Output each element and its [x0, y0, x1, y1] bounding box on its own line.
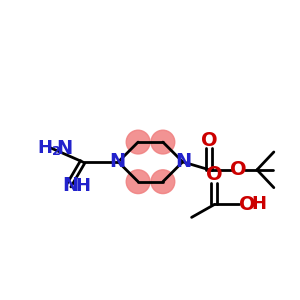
Circle shape — [151, 170, 175, 194]
Text: H: H — [251, 196, 266, 214]
Text: O: O — [230, 160, 247, 179]
Text: O: O — [239, 195, 255, 214]
Text: O: O — [206, 165, 223, 184]
Text: N: N — [57, 139, 73, 158]
Text: H: H — [75, 177, 90, 195]
Text: H: H — [38, 139, 52, 157]
Text: 2: 2 — [52, 146, 61, 158]
Text: N: N — [109, 152, 125, 171]
Circle shape — [151, 130, 175, 154]
Circle shape — [126, 130, 150, 154]
Text: O: O — [201, 130, 218, 150]
Circle shape — [126, 170, 150, 194]
Text: N: N — [176, 152, 192, 171]
Text: N: N — [63, 176, 79, 195]
